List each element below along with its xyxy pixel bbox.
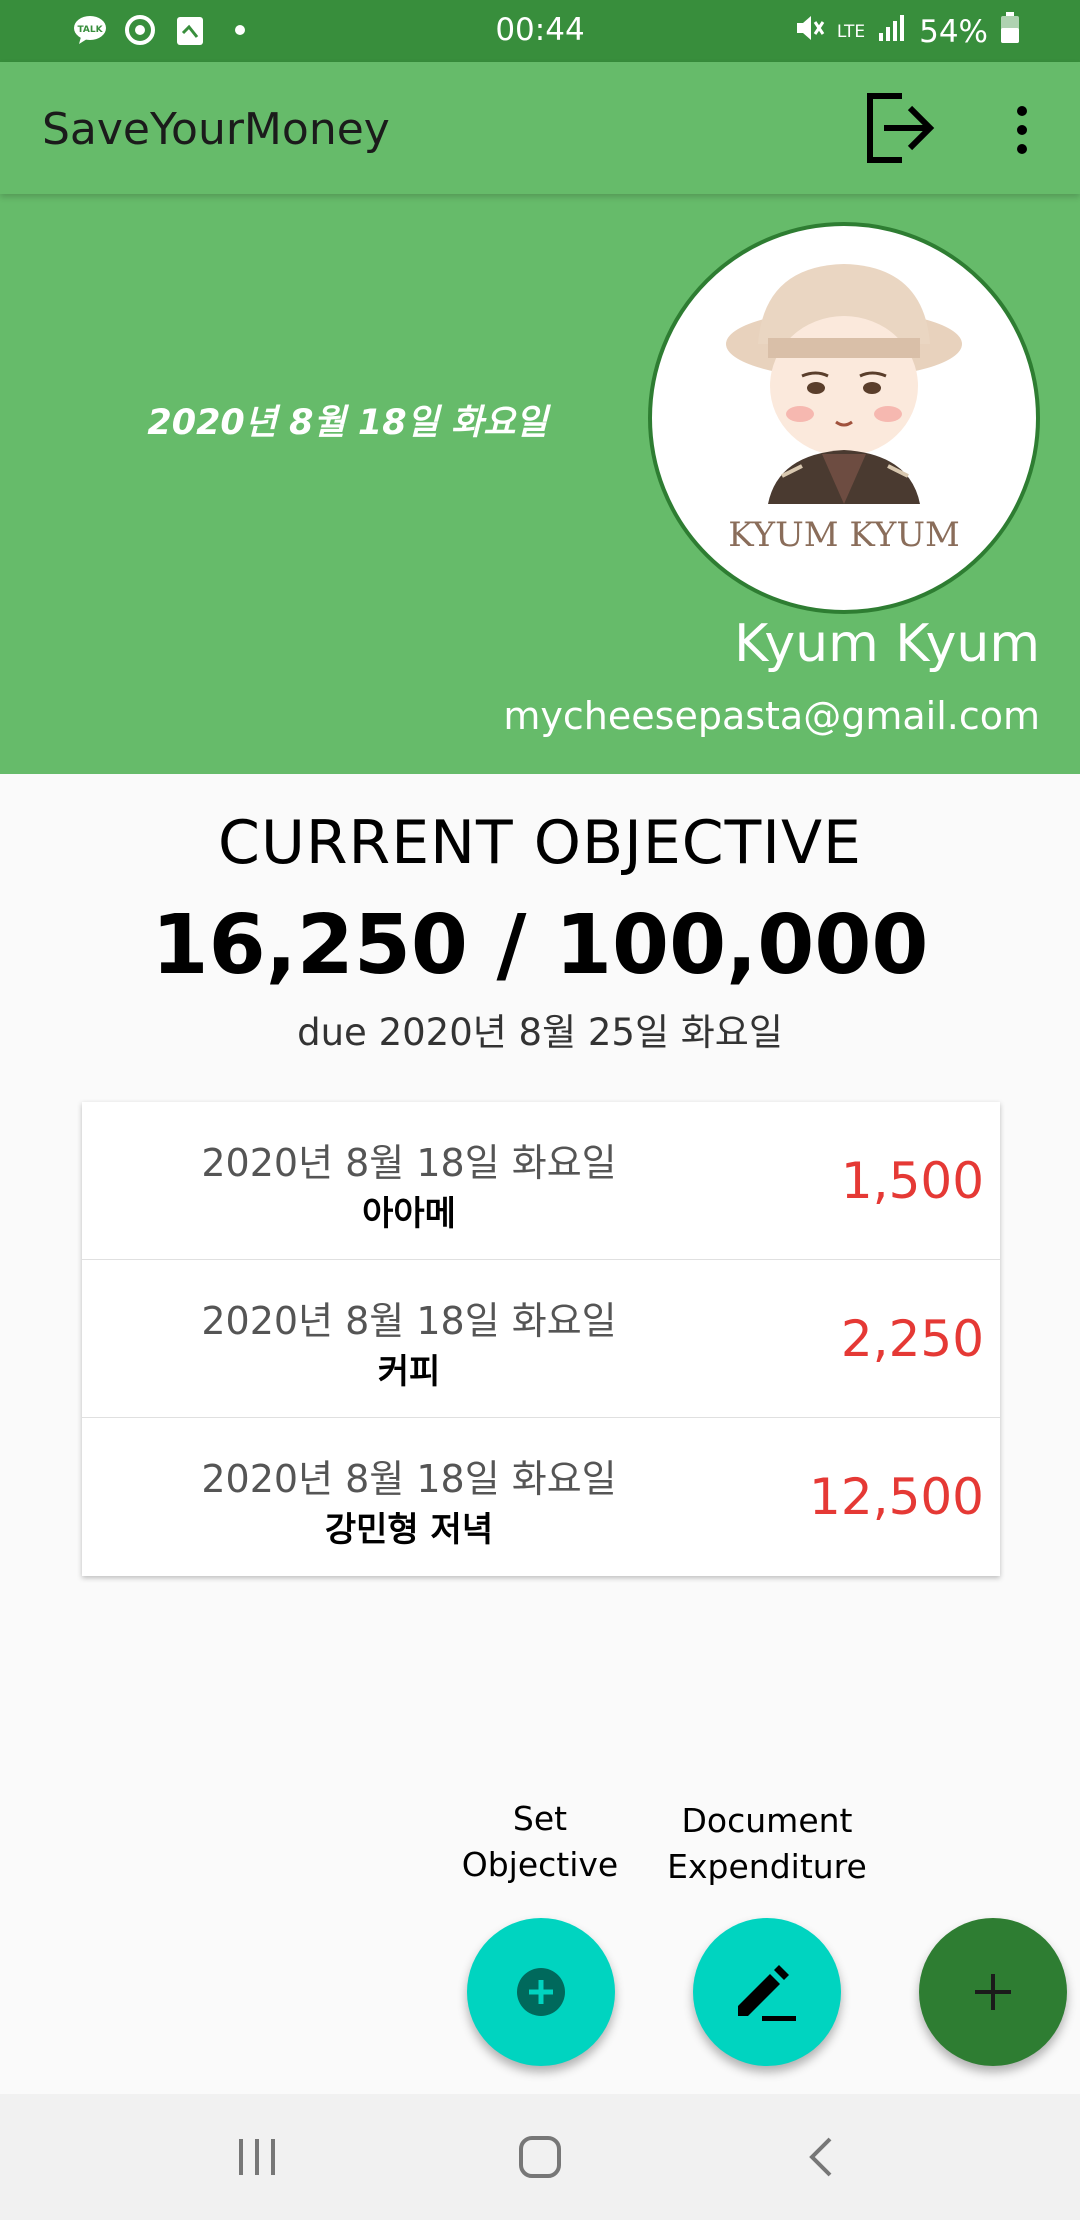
avatar[interactable]: KYUM KYUM [648,222,1040,614]
kakaotalk-icon: TALK [72,12,108,48]
plus-icon [975,1974,1011,2010]
logout-button[interactable] [866,92,936,164]
list-item[interactable]: 2020년 8월 18일 화요일 아아메 1,500 [82,1102,1000,1260]
expenditure-date: 2020년 8월 18일 화요일 [201,1457,617,1501]
expenditure-name: 아아메 [362,1194,456,1234]
avatar-illustration: KYUM KYUM [726,264,962,555]
objective-amount: 16,250 / 100,000 [151,898,929,993]
expenditure-name: 강민형 저녁 [324,1510,494,1550]
avatar-caption: KYUM KYUM [728,515,960,555]
document-expenditure-button[interactable] [693,1918,841,2066]
mute-icon [793,12,825,52]
home-button[interactable] [505,2124,575,2190]
sync-icon [122,12,158,48]
app-title: SaveYourMoney [42,104,390,155]
home-icon [519,2136,561,2178]
battery-percent: 54% [919,14,988,50]
more-vertical-icon [1017,106,1027,154]
expenditure-name: 커피 [377,1352,441,1392]
expenditure-amount: 2,250 [840,1310,984,1368]
status-left-icons: TALK [72,12,258,48]
set-objective-label-line1: Set [512,1799,568,1838]
objective-due-date: due 2020년 8월 25일 화요일 [297,1011,783,1054]
profile-header: 2020년 8월 18일 화요일 KYUM KYUM Kyum Kyum [0,194,1080,774]
add-circle-icon [517,1968,565,2016]
svg-text:TALK: TALK [77,25,103,35]
expenditure-amount: 12,500 [809,1468,984,1526]
recent-apps-icon [239,2139,275,2175]
document-expenditure-label: Document Expenditure [652,1798,882,1890]
current-date: 2020년 8월 18일 화요일 [147,403,548,443]
system-nav-bar [0,2094,1080,2220]
lte-icon: LTE [836,21,866,42]
user-email: mycheesepasta@gmail.com [503,694,1040,738]
set-objective-button[interactable] [467,1918,615,2066]
expenditure-amount: 1,500 [840,1152,984,1210]
status-right-icons: LTE 54% [793,12,1020,52]
expenditure-date: 2020년 8월 18일 화요일 [201,1299,617,1343]
user-name: Kyum Kyum [734,614,1040,674]
edit-pencil-icon [738,1965,796,2021]
back-button[interactable] [786,2124,856,2190]
dot-icon [222,12,258,48]
objective-title: CURRENT OBJECTIVE [218,808,862,878]
back-chevron-icon [809,2137,832,2177]
expenditure-date: 2020년 8월 18일 화요일 [201,1141,617,1185]
more-options-button[interactable] [1000,102,1044,162]
status-bar: TALK 00:44 LTE 54% [0,0,1080,62]
set-objective-label-line2: Objective [461,1845,619,1884]
list-item[interactable]: 2020년 8월 18일 화요일 커피 2,250 [82,1260,1000,1418]
signal-icon [877,13,907,51]
set-objective-label: Set Objective [440,1796,640,1888]
document-expenditure-label-line1: Document [681,1801,853,1840]
app-bar: SaveYourMoney [0,62,1080,194]
document-expenditure-label-line2: Expenditure [667,1847,867,1886]
main-add-button[interactable] [919,1918,1067,2066]
expenditure-list: 2020년 8월 18일 화요일 아아메 1,500 2020년 8월 18일 … [82,1102,1000,1576]
list-item[interactable]: 2020년 8월 18일 화요일 강민형 저녁 12,500 [82,1418,1000,1576]
battery-icon [1000,12,1020,52]
clipboard-icon [172,12,208,48]
logout-icon [867,93,935,163]
status-time: 00:44 [495,12,585,48]
recent-apps-button[interactable] [222,2124,292,2190]
